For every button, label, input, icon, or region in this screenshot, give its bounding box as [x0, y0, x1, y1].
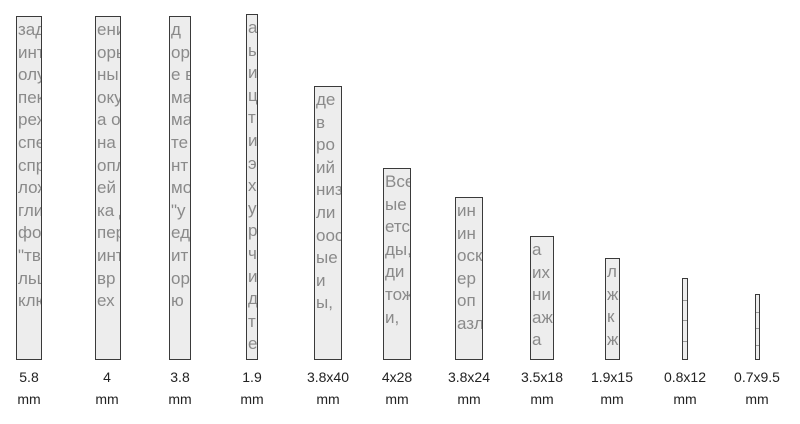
strip-3-5x18: а их ни аж а: [530, 236, 554, 360]
strip-label-0-8x12: 0.8x12 mm: [640, 366, 730, 410]
strip-label-5-8mm: 5.8 mm: [0, 366, 74, 410]
unit-text: mm: [316, 391, 340, 407]
strip-label-4x28: 4x28 mm: [352, 366, 442, 410]
strip-4mm: ени оры, ны окуп а о на опл ей ка д пер …: [95, 16, 121, 360]
strip-divider: [756, 312, 759, 313]
strip-divider: [683, 300, 687, 301]
size-text: 3.8x40: [306, 369, 350, 385]
unit-text: mm: [168, 391, 192, 407]
strip-label-3-8x24: 3.8x24 mm: [424, 366, 514, 410]
strip-label-4mm: 4 mm: [62, 366, 152, 410]
strip-label-3-8mm: 3.8 mm: [135, 366, 225, 410]
strip-4x28: Все ые етс ды, ди тож и,: [383, 168, 411, 360]
unit-text: mm: [385, 391, 409, 407]
strip-text: зада интер олуче пектр режд спеч спра ло…: [18, 20, 42, 311]
strip-label-0-7x9-5: 0.7x9.5 mm: [712, 366, 800, 410]
strip-text: л ж к ж: [607, 262, 619, 349]
strip-text: ин ин оск ер оп азл: [457, 201, 483, 333]
strip-text: Все ые етс ды, ди тож и,: [385, 172, 411, 327]
strip-1-9x15: л ж к ж: [605, 258, 620, 360]
strip-3-8x24: ин ин оск ер оп азл: [455, 197, 483, 360]
strip-label-3-8x40: 3.8x40 mm: [283, 366, 373, 410]
strip-text: а их ни аж а: [532, 240, 553, 350]
size-text: 1.9x15: [590, 369, 634, 385]
strip-divider: [683, 320, 687, 321]
strip-0-8x12: [682, 278, 688, 360]
strip-label-1-9x15: 1.9x15 mm: [567, 366, 657, 410]
size-text: 3.5x18: [520, 369, 564, 385]
strip-text: д ор е в ма ма те нт мо "у ед ит ор ю: [171, 20, 191, 311]
unit-text: mm: [17, 391, 41, 407]
strip-3-8mm: д ор е в ма ма те нт мо "у ед ит ор ю: [169, 16, 191, 360]
unit-text: mm: [457, 391, 481, 407]
unit-text: mm: [673, 391, 697, 407]
strip-text: а ы и ц т и э х у р ч и д т е: [248, 18, 258, 354]
unit-text: mm: [240, 391, 264, 407]
strip-3-8x40: де в ро ий низ ли оос ые и ы,: [314, 86, 342, 360]
size-text: 4: [103, 369, 111, 385]
strip-5-8mm: зада интер олуче пектр режд спеч спра ло…: [16, 16, 42, 360]
strip-label-3-5x18: 3.5x18 mm: [497, 366, 587, 410]
size-text: 3.8x24: [447, 369, 491, 385]
unit-text: mm: [600, 391, 624, 407]
size-text: 4x28: [381, 369, 413, 385]
unit-text: mm: [95, 391, 119, 407]
size-text: 0.8x12: [663, 369, 707, 385]
strip-1-9mm: а ы и ц т и э х у р ч и д т е: [246, 14, 258, 360]
strip-divider: [756, 345, 759, 346]
size-text: 5.8: [19, 369, 39, 385]
strip-label-1-9mm: 1.9 mm: [207, 366, 297, 410]
size-text: 1.9: [242, 369, 262, 385]
strip-divider: [683, 341, 687, 342]
strip-divider: [756, 328, 759, 329]
strip-0-7x9-5: [755, 294, 760, 360]
strip-text: ени оры, ны окуп а о на опл ей ка д пер …: [97, 20, 121, 311]
unit-text: mm: [530, 391, 554, 407]
size-text: 3.8: [170, 369, 190, 385]
strip-text: де в ро ий низ ли оос ые и ы,: [316, 90, 342, 313]
unit-text: mm: [745, 391, 769, 407]
size-text: 0.7x9.5: [734, 369, 780, 385]
